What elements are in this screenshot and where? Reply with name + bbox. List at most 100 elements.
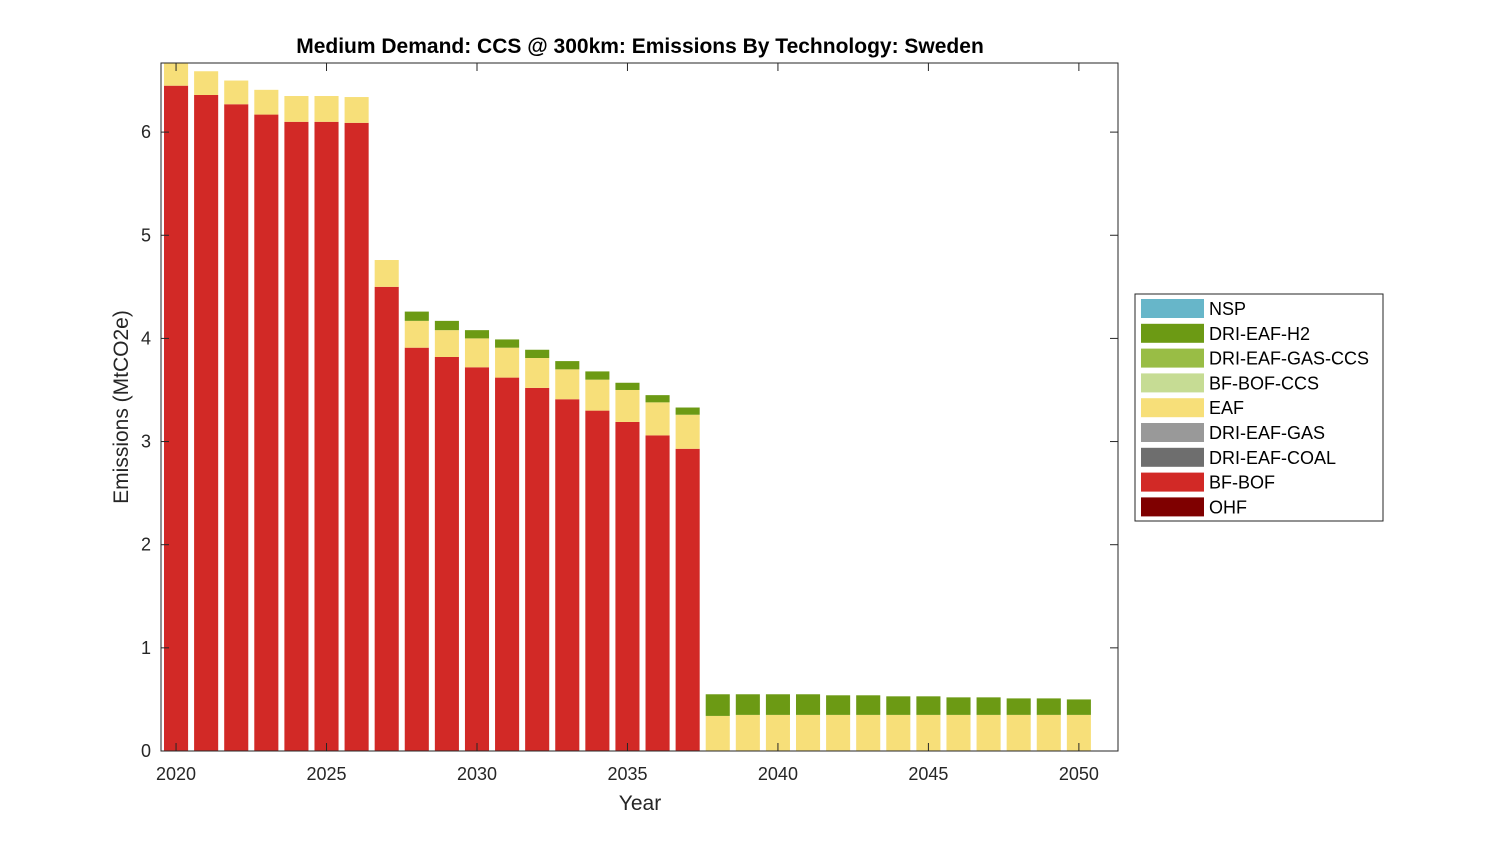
plot-box	[160, 62, 1119, 752]
bar-eaf-2039	[735, 714, 760, 751]
bar-bf-bof-2023	[254, 114, 279, 751]
bar-dri-eaf-h2-2031	[495, 339, 520, 348]
y-axis-label: Emissions (MtCO2e)	[110, 310, 133, 504]
bar-eaf-2034	[585, 379, 610, 411]
bar-dri-eaf-h2-2037	[675, 407, 700, 415]
bars-layer	[164, 63, 1091, 752]
bar-dri-eaf-h2-2032	[525, 349, 550, 358]
bar-dri-eaf-h2-2043	[856, 695, 881, 715]
bar-eaf-2025	[314, 96, 339, 122]
bar-eaf-2026	[344, 97, 369, 123]
bar-bf-bof-2026	[344, 122, 369, 751]
bar-eaf-2022	[224, 80, 249, 105]
bar-bf-bof-2031	[495, 377, 520, 751]
y-tick-label: 4	[141, 328, 151, 348]
bar-eaf-2024	[284, 96, 309, 122]
bar-bf-bof-2028	[404, 347, 429, 751]
bar-bf-bof-2030	[464, 367, 490, 751]
legend-label-dri-eaf-gas-ccs: DRI-EAF-GAS-CCS	[1209, 349, 1369, 369]
bar-eaf-2043	[856, 714, 881, 751]
legend-label-bf-bof: BF-BOF	[1209, 473, 1275, 493]
bar-dri-eaf-h2-2047	[976, 697, 1001, 715]
legend-label-eaf: EAF	[1209, 398, 1244, 418]
legend-label-dri-eaf-h2: DRI-EAF-H2	[1209, 324, 1310, 344]
bar-dri-eaf-h2-2038	[705, 694, 730, 716]
bar-dri-eaf-h2-2035	[615, 382, 640, 390]
chart-title: Medium Demand: CCS @ 300km: Emissions By…	[296, 35, 984, 58]
legend-swatch-dri-eaf-coal	[1141, 447, 1204, 467]
bar-eaf-2047	[976, 714, 1001, 751]
bar-eaf-2033	[555, 369, 580, 400]
y-tick-label: 6	[141, 122, 151, 142]
legend-label-ohf: OHF	[1209, 497, 1247, 517]
bar-bf-bof-2029	[434, 356, 459, 751]
bar-bf-bof-2020	[164, 85, 189, 751]
x-tick-label: 2045	[908, 764, 948, 784]
bar-dri-eaf-h2-2029	[434, 320, 459, 331]
y-tick-label: 1	[141, 638, 151, 658]
legend-swatch-bf-bof	[1141, 472, 1204, 492]
bar-dri-eaf-h2-2048	[1006, 698, 1031, 715]
bar-bf-bof-2032	[525, 387, 550, 751]
bar-eaf-2027	[374, 260, 399, 287]
legend-label-nsp: NSP	[1209, 299, 1246, 319]
bar-dri-eaf-h2-2034	[585, 371, 610, 380]
bar-eaf-2021	[194, 71, 219, 95]
bar-eaf-2042	[826, 714, 851, 751]
bar-dri-eaf-h2-2050	[1066, 699, 1091, 715]
legend-swatch-bf-bof-ccs	[1141, 373, 1204, 393]
legend-swatch-dri-eaf-gas	[1141, 423, 1204, 442]
bar-eaf-2037	[675, 414, 700, 449]
bar-dri-eaf-h2-2039	[735, 694, 760, 715]
ticks-layer: 2020 2025 2030 2035 2040 2045 2050 0 1 2 3 4 5 6	[141, 63, 1118, 784]
bar-dri-eaf-h2-2033	[555, 361, 580, 370]
bar-dri-eaf-h2-2041	[795, 694, 821, 715]
bar-eaf-2046	[946, 714, 971, 751]
x-tick-label: 2030	[457, 764, 497, 784]
bar-bf-bof-2035	[615, 421, 640, 751]
legend-label-dri-eaf-gas: DRI-EAF-GAS	[1209, 423, 1325, 443]
y-tick-label: 2	[141, 535, 151, 555]
bar-eaf-2020	[164, 63, 189, 86]
x-tick-label: 2040	[758, 764, 798, 784]
bar-bf-bof-2036	[645, 435, 670, 751]
bar-dri-eaf-h2-2046	[946, 697, 971, 715]
bar-eaf-2031	[495, 347, 520, 378]
bar-eaf-2035	[615, 389, 640, 422]
bar-eaf-2030	[464, 338, 490, 368]
legend-swatch-nsp	[1141, 299, 1204, 318]
bar-eaf-2049	[1036, 714, 1061, 751]
bar-bf-bof-2021	[194, 94, 219, 752]
y-tick-label: 0	[141, 741, 151, 761]
bar-dri-eaf-h2-2042	[826, 695, 851, 715]
legend-swatch-ohf	[1141, 497, 1204, 517]
bar-bf-bof-2027	[374, 286, 399, 751]
bar-eaf-2028	[404, 320, 429, 348]
legend-swatch-dri-eaf-h2	[1141, 323, 1204, 343]
bar-eaf-2038	[705, 715, 730, 751]
x-tick-label: 2025	[306, 764, 346, 784]
bar-bf-bof-2024	[284, 121, 309, 752]
legend-swatch-dri-eaf-gas-ccs	[1141, 348, 1204, 368]
bar-bf-bof-2037	[675, 448, 700, 751]
bar-bf-bof-2025	[314, 121, 339, 752]
bar-dri-eaf-h2-2045	[916, 696, 941, 715]
bar-dri-eaf-h2-2040	[765, 694, 790, 715]
bar-dri-eaf-h2-2044	[886, 696, 911, 715]
x-tick-label: 2035	[607, 764, 647, 784]
bar-eaf-2041	[795, 714, 821, 751]
x-axis-label: Year	[619, 792, 661, 815]
bar-dri-eaf-h2-2036	[645, 395, 670, 403]
legend-label-bf-bof-ccs: BF-BOF-CCS	[1209, 373, 1319, 393]
bar-eaf-2032	[525, 358, 550, 388]
y-tick-label: 5	[141, 225, 151, 245]
bar-bf-bof-2022	[224, 104, 249, 751]
legend: NSP DRI-EAF-H2 DRI-EAF-GAS-CCS BF-BOF-CCS EA…	[1134, 293, 1384, 522]
bar-eaf-2048	[1006, 714, 1031, 751]
legend-swatch-eaf	[1141, 398, 1204, 418]
bar-bf-bof-2033	[555, 399, 580, 751]
bar-bf-bof-2034	[585, 410, 610, 751]
bar-eaf-2044	[886, 714, 911, 751]
y-tick-label: 3	[141, 432, 151, 452]
